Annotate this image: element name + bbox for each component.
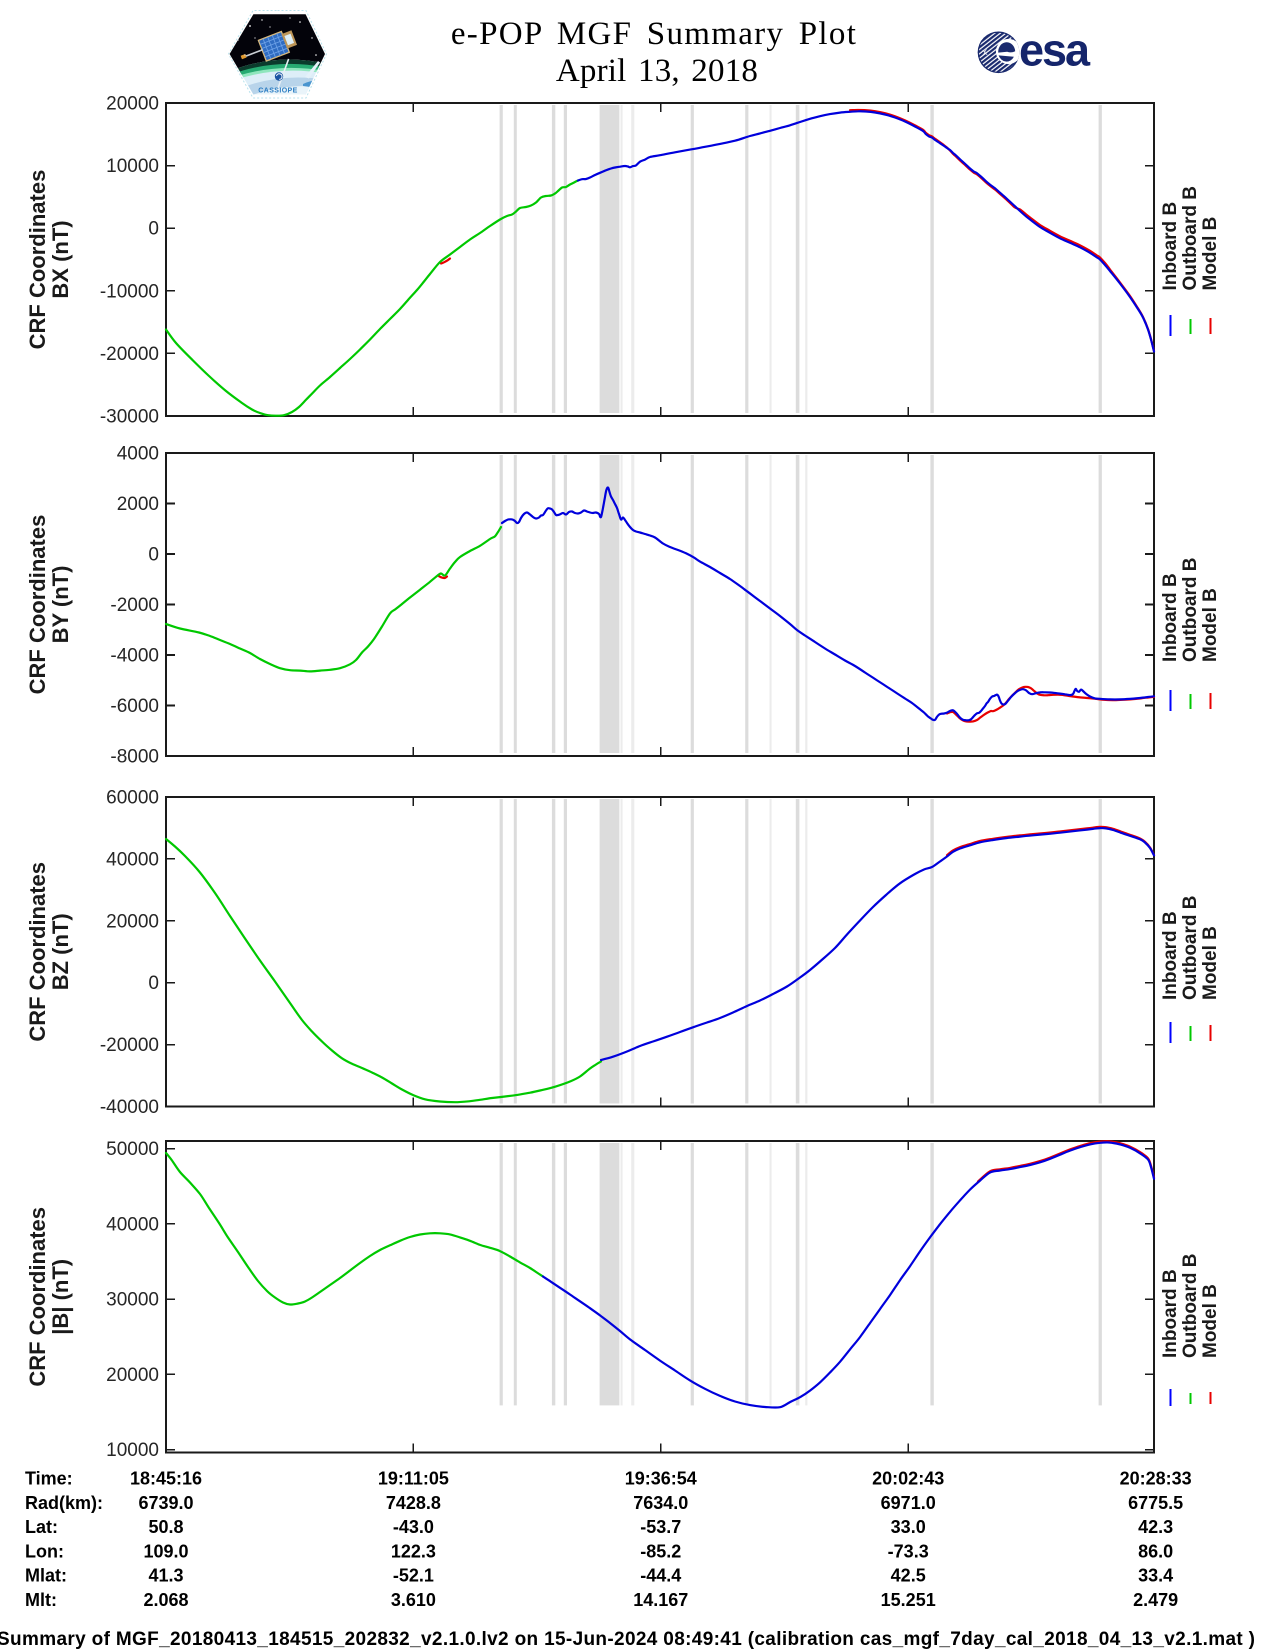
svg-text:20000: 20000: [106, 1365, 159, 1386]
svg-text:Lon:: Lon:: [25, 1541, 64, 1561]
svg-text:0: 0: [148, 219, 159, 240]
svg-text:60000: 60000: [106, 788, 159, 809]
svg-text:18:45:16: 18:45:16: [130, 1469, 202, 1489]
svg-text:42.3: 42.3: [1138, 1517, 1173, 1537]
svg-text:|B| (nT): |B| (nT): [48, 1259, 73, 1335]
svg-text:40000: 40000: [106, 1214, 159, 1235]
svg-text:-2000: -2000: [110, 595, 159, 616]
svg-text:-52.1: -52.1: [393, 1566, 434, 1586]
svg-text:3.610: 3.610: [391, 1590, 436, 1610]
svg-text:-40000: -40000: [100, 1097, 159, 1118]
svg-text:Model B: Model B: [1200, 1284, 1221, 1358]
svg-text:-8000: -8000: [110, 747, 159, 768]
svg-text:14.167: 14.167: [633, 1590, 688, 1610]
svg-text:Outboard B: Outboard B: [1180, 186, 1201, 291]
svg-text:0: 0: [148, 973, 159, 994]
svg-text:Mlat:: Mlat:: [25, 1566, 67, 1586]
svg-text:86.0: 86.0: [1138, 1541, 1173, 1561]
svg-text:Model B: Model B: [1200, 926, 1221, 1000]
svg-text:50.8: 50.8: [148, 1517, 183, 1537]
svg-text:19:11:05: 19:11:05: [378, 1469, 449, 1489]
svg-text:6739.0: 6739.0: [138, 1493, 193, 1513]
svg-text:122.3: 122.3: [391, 1541, 436, 1561]
svg-text:-20000: -20000: [100, 1035, 159, 1056]
svg-text:40000: 40000: [106, 849, 159, 870]
svg-text:30000: 30000: [106, 1290, 159, 1311]
svg-text:Model B: Model B: [1200, 217, 1221, 291]
svg-text:15.251: 15.251: [881, 1590, 936, 1610]
svg-text:esa: esa: [1019, 25, 1091, 76]
svg-text:-30000: -30000: [100, 407, 159, 428]
svg-text:-6000: -6000: [110, 696, 159, 717]
svg-text:-10000: -10000: [100, 281, 159, 302]
svg-text:Outboard B: Outboard B: [1180, 1254, 1201, 1359]
svg-text:Mlt:: Mlt:: [25, 1590, 57, 1610]
svg-text:CRF Coordinates: CRF Coordinates: [25, 862, 50, 1042]
svg-text:2.068: 2.068: [143, 1590, 188, 1610]
svg-text:April 13, 2018: April 13, 2018: [556, 53, 758, 89]
svg-text:42.5: 42.5: [891, 1566, 926, 1586]
svg-text:6971.0: 6971.0: [881, 1493, 936, 1513]
svg-text:41.3: 41.3: [148, 1566, 183, 1586]
svg-text:Outboard B: Outboard B: [1180, 558, 1201, 663]
svg-text:7428.8: 7428.8: [386, 1493, 441, 1513]
svg-text:Time:: Time:: [25, 1469, 73, 1489]
svg-text:-4000: -4000: [110, 646, 159, 667]
svg-text:-20000: -20000: [100, 344, 159, 365]
svg-text:CASSIOPE: CASSIOPE: [258, 88, 297, 95]
svg-text:2.479: 2.479: [1133, 1590, 1178, 1610]
svg-text:BZ (nT): BZ (nT): [48, 913, 73, 990]
svg-text:6775.5: 6775.5: [1128, 1493, 1183, 1513]
svg-text:20:02:43: 20:02:43: [872, 1469, 944, 1489]
svg-text:-85.2: -85.2: [640, 1541, 681, 1561]
svg-text:CRF Coordinates: CRF Coordinates: [25, 515, 50, 695]
svg-text:20000: 20000: [106, 911, 159, 932]
svg-text:CRF Coordinates: CRF Coordinates: [25, 170, 50, 350]
svg-text:50000: 50000: [106, 1139, 159, 1160]
svg-text:-43.0: -43.0: [393, 1517, 434, 1537]
svg-text:33.0: 33.0: [891, 1517, 926, 1537]
svg-text:33.4: 33.4: [1138, 1566, 1173, 1586]
svg-text:Model B: Model B: [1200, 588, 1221, 662]
svg-text:20000: 20000: [106, 94, 159, 115]
svg-text:4000: 4000: [117, 444, 159, 465]
svg-text:CRF Coordinates: CRF Coordinates: [25, 1207, 50, 1387]
svg-text:-73.3: -73.3: [888, 1541, 929, 1561]
svg-text:Inboard B: Inboard B: [1160, 1269, 1181, 1358]
svg-text:10000: 10000: [106, 156, 159, 177]
svg-text:Lat:: Lat:: [25, 1517, 58, 1537]
svg-text:BY (nT): BY (nT): [48, 566, 73, 644]
svg-text:109.0: 109.0: [143, 1541, 188, 1561]
svg-text:20:28:33: 20:28:33: [1120, 1469, 1192, 1489]
svg-text:Outboard B: Outboard B: [1180, 896, 1201, 1001]
svg-text:Summary of MGF_20180413_184515: Summary of MGF_20180413_184515_202832_v2…: [0, 1629, 1255, 1650]
svg-text:Inboard B: Inboard B: [1160, 911, 1181, 1000]
svg-text:2000: 2000: [117, 494, 159, 515]
svg-text:7634.0: 7634.0: [633, 1493, 688, 1513]
svg-text:10000: 10000: [106, 1440, 159, 1461]
svg-text:Inboard B: Inboard B: [1160, 573, 1181, 662]
svg-text:BX (nT): BX (nT): [48, 220, 73, 298]
svg-text:Rad(km):: Rad(km):: [25, 1493, 103, 1513]
svg-text:19:36:54: 19:36:54: [625, 1469, 697, 1489]
svg-text:-53.7: -53.7: [640, 1517, 681, 1537]
svg-text:e-POP MGF Summary Plot: e-POP MGF Summary Plot: [451, 16, 857, 52]
svg-text:Inboard B: Inboard B: [1160, 202, 1181, 291]
svg-text:0: 0: [148, 545, 159, 566]
svg-text:-44.4: -44.4: [640, 1566, 681, 1586]
